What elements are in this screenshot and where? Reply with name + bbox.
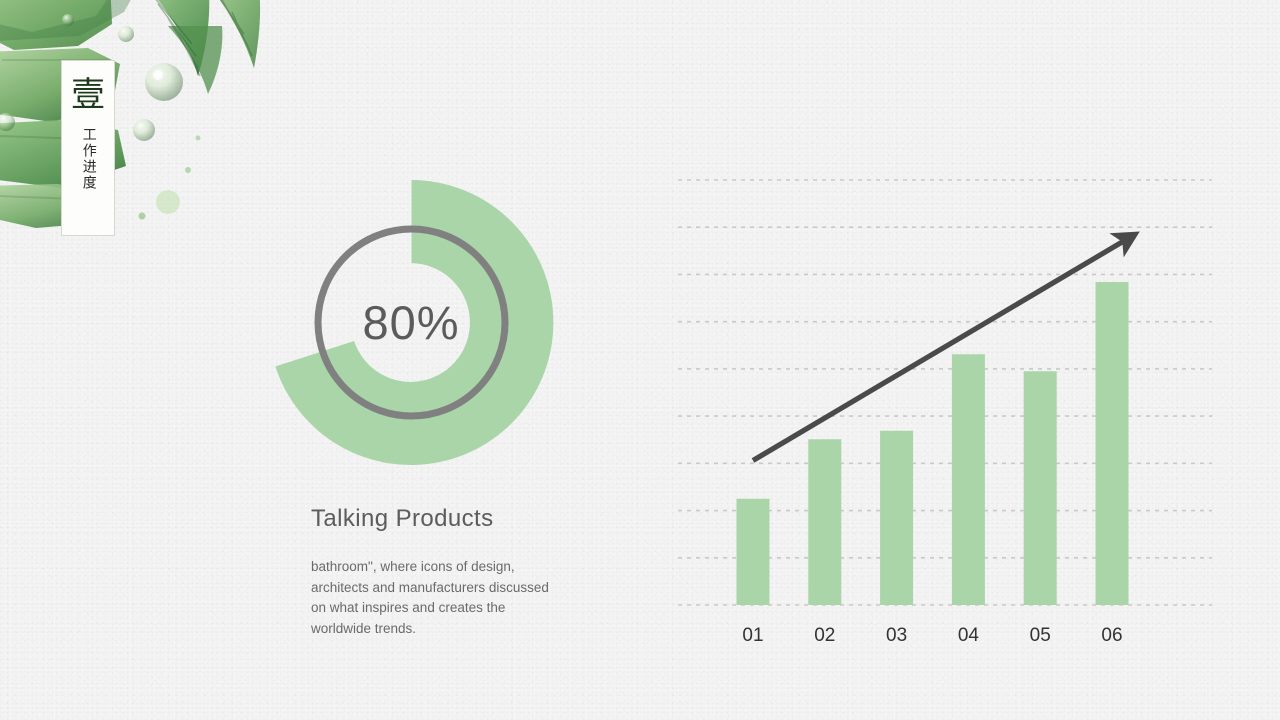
chart-x-label: 06 bbox=[1101, 625, 1122, 646]
chart-x-label: 04 bbox=[958, 625, 980, 646]
section-label-box: 壹 工作进度 bbox=[61, 60, 115, 236]
chart-bar bbox=[808, 439, 842, 605]
chart-bar bbox=[880, 430, 914, 605]
section-number: 壹 bbox=[71, 77, 105, 114]
donut-percent-label: 80% bbox=[362, 295, 460, 349]
chart-bar bbox=[951, 354, 985, 605]
chart-bars bbox=[736, 282, 1129, 605]
chart-x-label: 02 bbox=[814, 625, 835, 646]
leaf-decoration-image bbox=[0, 0, 267, 240]
chart-x-label: 01 bbox=[742, 625, 763, 646]
section-body-text: bathroom", where icons of design, archit… bbox=[311, 559, 549, 636]
chart-bar bbox=[1095, 282, 1129, 605]
chart-bar bbox=[736, 498, 770, 605]
chart-x-label: 03 bbox=[886, 625, 907, 646]
trend-arrow-icon bbox=[751, 231, 1140, 463]
section-heading: Talking Products bbox=[311, 505, 494, 532]
chart-x-labels: 01 02 03 04 05 06 bbox=[742, 625, 1122, 646]
bar-chart: 01 02 03 04 05 06 bbox=[660, 160, 1240, 660]
donut-progress-chart bbox=[269, 180, 554, 465]
chart-bar bbox=[1023, 371, 1057, 605]
chart-x-label: 05 bbox=[1030, 625, 1051, 646]
donut-arc-value bbox=[275, 180, 554, 465]
section-title-vertical: 工作进度 bbox=[80, 127, 96, 191]
donut-inner-ring bbox=[314, 225, 509, 420]
